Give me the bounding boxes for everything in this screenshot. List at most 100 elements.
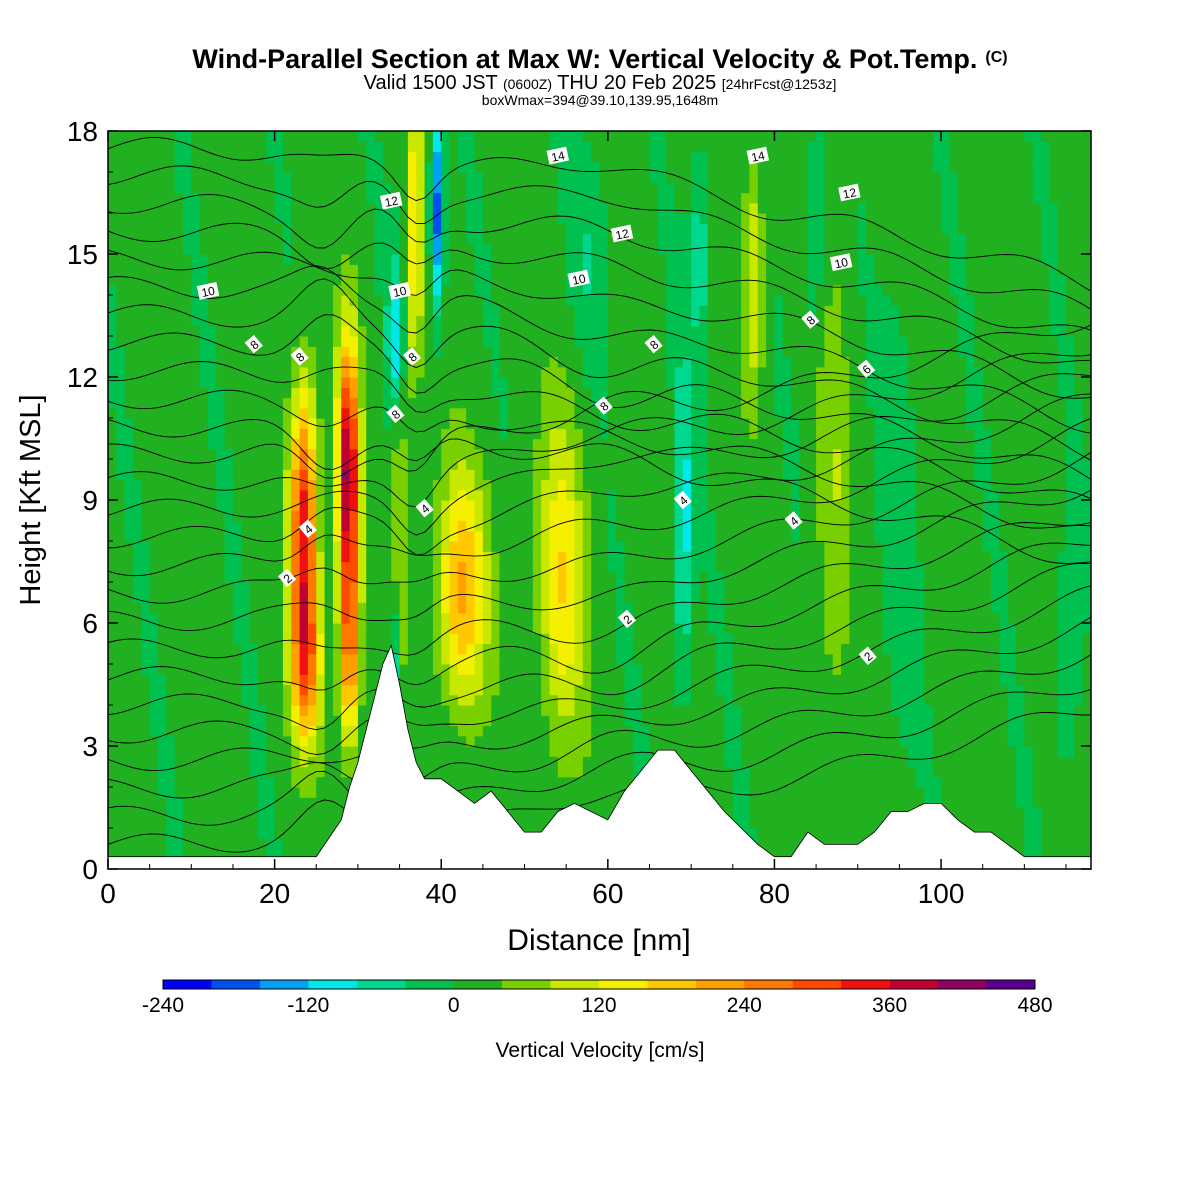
w-cell	[582, 756, 592, 768]
w-cell	[432, 612, 442, 624]
w-cell	[249, 838, 259, 850]
w-cell	[108, 592, 117, 604]
w-cell	[541, 541, 551, 552]
w-cell	[432, 161, 442, 173]
w-cell	[241, 356, 251, 368]
w-cell	[207, 182, 217, 194]
w-cell	[291, 541, 301, 552]
w-cell	[149, 387, 159, 399]
w-cell	[524, 530, 534, 542]
w-cell	[291, 305, 301, 317]
w-cell	[407, 561, 417, 573]
w-cell	[482, 510, 492, 522]
w-cell	[549, 633, 559, 645]
w-cell	[491, 202, 501, 214]
w-cell	[291, 397, 301, 409]
w-cell	[466, 264, 476, 276]
w-cell	[207, 541, 217, 552]
w-cell	[282, 602, 292, 614]
w-cell	[366, 243, 376, 255]
w-cell	[591, 541, 601, 552]
w-cell	[108, 233, 117, 245]
w-cell	[599, 551, 609, 563]
w-cell	[341, 746, 351, 757]
w-cell	[399, 582, 409, 593]
w-cell	[332, 797, 342, 809]
w-cell	[441, 407, 451, 419]
w-cell	[316, 254, 326, 265]
w-cell	[282, 633, 292, 645]
w-cell	[482, 561, 492, 573]
w-cell	[449, 264, 459, 276]
w-cell	[166, 746, 176, 757]
w-cell	[541, 787, 551, 798]
w-cell	[624, 315, 634, 327]
w-cell	[166, 828, 176, 839]
w-cell	[457, 141, 467, 153]
w-cell	[657, 295, 667, 306]
w-cell	[207, 664, 217, 675]
w-cell	[624, 346, 634, 358]
w-cell	[474, 520, 484, 532]
w-cell	[166, 346, 176, 358]
w-cell	[341, 459, 351, 470]
w-cell	[574, 623, 584, 634]
w-cell	[632, 264, 642, 276]
w-cell	[141, 530, 151, 542]
w-cell	[482, 653, 492, 665]
w-cell	[224, 571, 234, 583]
w-cell	[207, 346, 217, 358]
w-cell	[566, 438, 576, 450]
w-cell	[416, 161, 426, 173]
w-cell	[516, 213, 526, 224]
w-cell	[499, 766, 509, 778]
w-cell	[499, 264, 509, 276]
w-cell	[366, 551, 376, 563]
w-cell	[616, 182, 626, 194]
w-cell	[157, 233, 167, 245]
w-cell	[591, 366, 601, 378]
w-cell	[524, 366, 534, 378]
w-cell	[507, 448, 517, 460]
w-cell	[557, 684, 567, 696]
w-cell	[232, 571, 242, 583]
w-cell	[141, 377, 151, 388]
w-cell	[574, 643, 584, 655]
w-cell	[141, 243, 151, 255]
w-cell	[207, 510, 217, 522]
w-cell	[274, 192, 284, 204]
w-cell	[232, 715, 242, 727]
w-cell	[207, 172, 217, 183]
w-cell	[207, 848, 217, 860]
w-cell	[282, 202, 292, 214]
w-cell	[108, 182, 117, 194]
w-cell	[491, 213, 501, 224]
w-cell	[282, 510, 292, 522]
w-cell	[516, 776, 526, 788]
w-cell	[291, 571, 301, 583]
w-cell	[241, 202, 251, 214]
w-cell	[574, 664, 584, 675]
w-cell	[466, 438, 476, 450]
w-cell	[474, 202, 484, 214]
w-cell	[357, 612, 367, 624]
w-cell	[116, 438, 126, 450]
w-cell	[132, 315, 142, 327]
w-cell	[349, 264, 359, 276]
w-cell	[466, 284, 476, 296]
w-cell	[457, 192, 467, 204]
w-cell	[224, 182, 234, 194]
w-cell	[207, 469, 217, 481]
w-cell	[507, 428, 517, 440]
w-cell	[316, 438, 326, 450]
w-cell	[349, 592, 359, 604]
w-cell	[116, 305, 126, 317]
w-cell	[108, 479, 117, 491]
w-cell	[191, 192, 201, 204]
w-cell	[591, 664, 601, 675]
w-cell	[132, 571, 142, 583]
w-cell	[149, 582, 159, 593]
w-cell	[299, 325, 309, 337]
w-cell	[207, 387, 217, 399]
w-cell	[516, 428, 526, 440]
